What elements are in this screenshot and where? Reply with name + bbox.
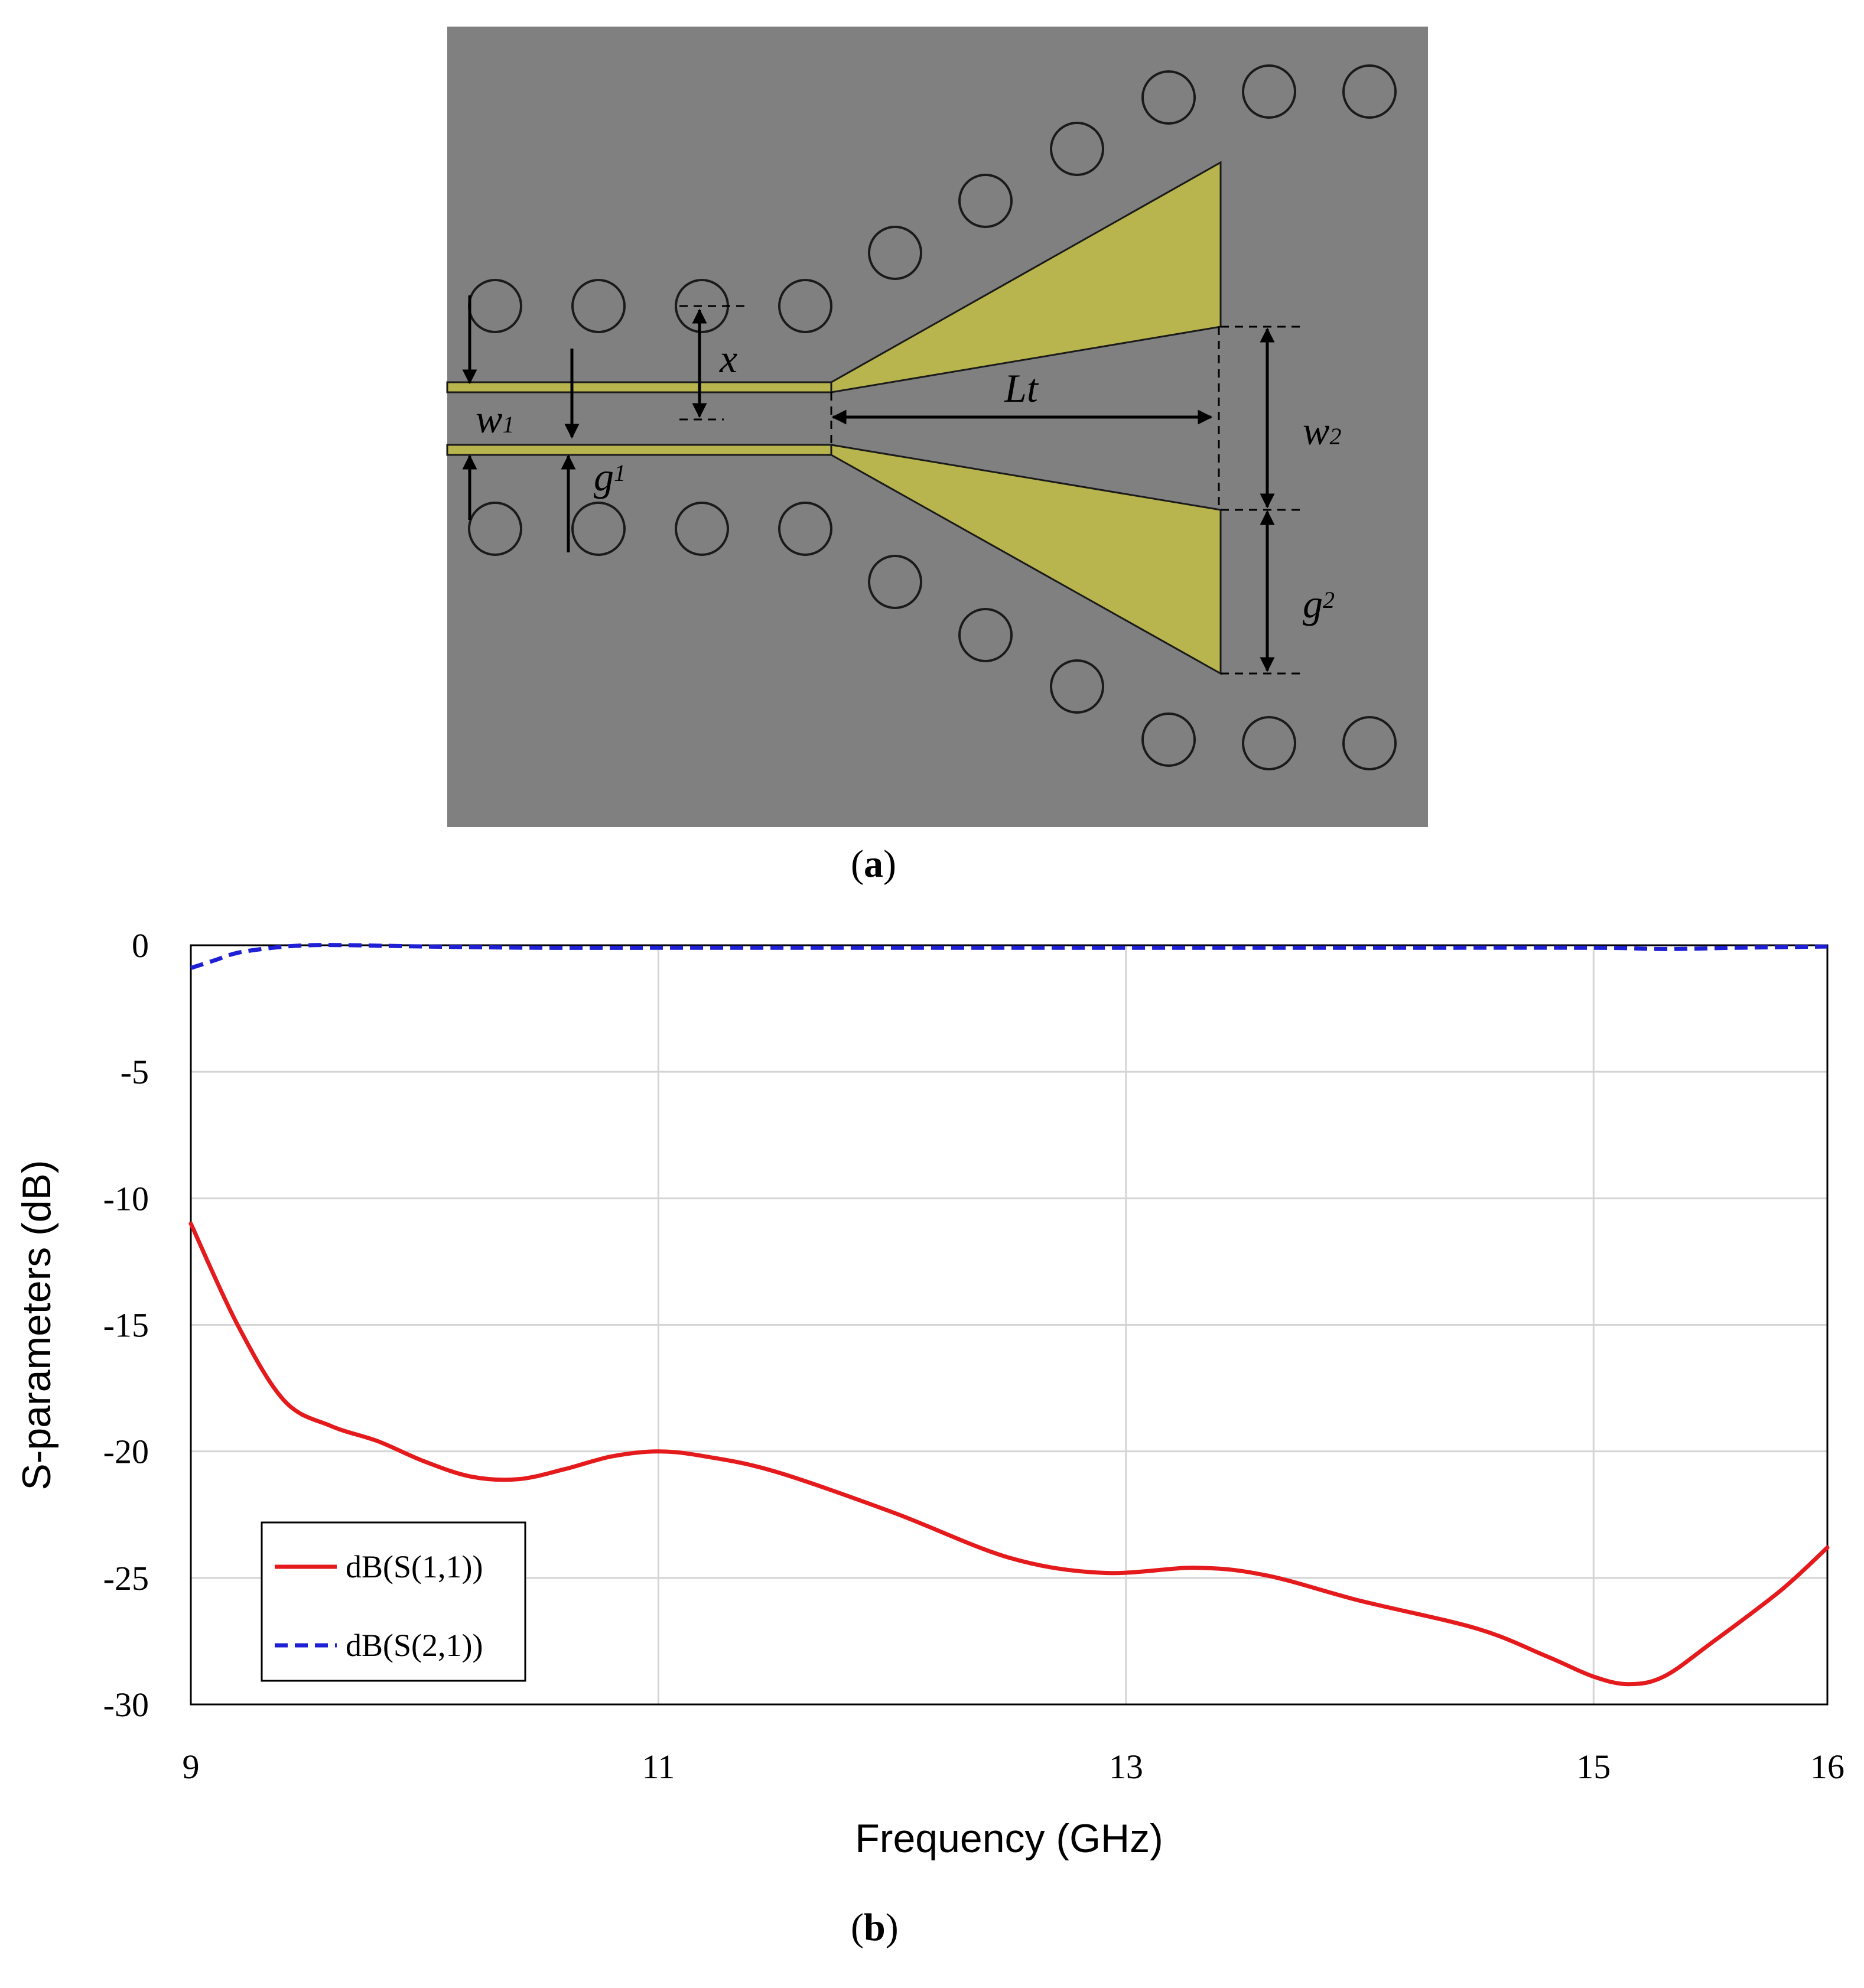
via-hole — [958, 174, 1013, 228]
via-hole — [778, 279, 832, 333]
dashed-guides — [679, 305, 1300, 675]
via-hole — [1141, 712, 1196, 767]
top-feed-strip — [446, 381, 832, 393]
label-w2-sub: 2 — [1329, 423, 1341, 450]
via-hole — [675, 502, 729, 556]
via-hole — [868, 226, 922, 280]
label-g1-sub: 1 — [614, 460, 626, 486]
via-hole — [571, 279, 626, 333]
label-g1: g1 — [594, 454, 626, 499]
via-holes — [468, 64, 1397, 770]
dimension-lines — [462, 295, 1275, 672]
legend-label-s11: dB(S(1,1)) — [346, 1549, 483, 1584]
label-g1-main: g — [594, 454, 614, 499]
x-tick-label: 13 — [1109, 1748, 1143, 1786]
label-g2: g2 — [1303, 581, 1335, 626]
y-tick-label: -30 — [103, 1686, 149, 1724]
label-w1: w1 — [476, 396, 514, 441]
via-hole — [1242, 716, 1296, 770]
y-tick-label: -20 — [103, 1433, 149, 1471]
series-line-s11 — [188, 1221, 1830, 1687]
label-g2-sub: 2 — [1323, 587, 1335, 613]
x-tick-label: 11 — [642, 1748, 675, 1786]
caption-b: (b) — [851, 1906, 899, 1949]
caption-a: (a) — [851, 842, 896, 886]
y-tick-label: -5 — [121, 1053, 149, 1091]
caption-b-letter: b — [863, 1906, 886, 1949]
via-hole — [1342, 716, 1397, 770]
plot-frame — [190, 944, 1829, 1706]
y-axis-label: S-parameters (dB) — [14, 1160, 59, 1490]
x-tick-label: 9 — [183, 1748, 200, 1786]
label-x: x — [719, 336, 737, 381]
x-tick-label: 16 — [1810, 1748, 1845, 1786]
label-lt: Lt — [1004, 366, 1039, 411]
legend-box — [261, 1521, 526, 1682]
substrate — [447, 27, 1428, 827]
series-line-s21 — [190, 943, 1828, 970]
via-hole — [1342, 64, 1397, 119]
via-hole — [571, 502, 626, 556]
label-w2: w2 — [1303, 408, 1341, 453]
label-g2-main: g — [1303, 581, 1323, 626]
label-w2-main: w — [1303, 408, 1329, 453]
s-parameter-chart: 0 -5 -10 -15 -20 -25 -30 9 11 13 15 16 Frequency (… — [14, 926, 1845, 1861]
label-w1-sub: 1 — [502, 411, 514, 438]
y-tick-label: -25 — [103, 1559, 149, 1597]
via-hole — [468, 502, 522, 556]
via-hole — [1141, 70, 1196, 125]
via-hole — [778, 502, 832, 556]
y-axis-ticks: 0 -5 -10 -15 -20 -25 -30 — [103, 926, 149, 1724]
data-series — [188, 943, 1830, 1687]
legend: dB(S(1,1)) dB(S(2,1)) — [261, 1521, 526, 1682]
x-axis-ticks: 9 11 13 15 16 — [183, 1748, 1845, 1786]
bottom-feed-strip — [446, 444, 832, 456]
layout-diagram: x Lt w1 g1 w2 g2 — [446, 27, 1428, 827]
via-hole — [958, 608, 1013, 662]
x-tick-label: 15 — [1576, 1748, 1611, 1786]
label-w1-main: w — [476, 396, 502, 441]
y-tick-label: -15 — [103, 1306, 149, 1345]
via-hole — [1050, 122, 1104, 176]
caption-a-letter: a — [863, 842, 883, 886]
x-axis-label: Frequency (GHz) — [855, 1816, 1163, 1861]
y-tick-label: -10 — [103, 1179, 149, 1218]
legend-label-s21: dB(S(2,1)) — [346, 1628, 483, 1663]
y-tick-label: 0 — [132, 926, 149, 965]
via-hole — [1242, 64, 1296, 119]
via-hole — [868, 555, 922, 609]
via-hole — [1050, 659, 1104, 714]
